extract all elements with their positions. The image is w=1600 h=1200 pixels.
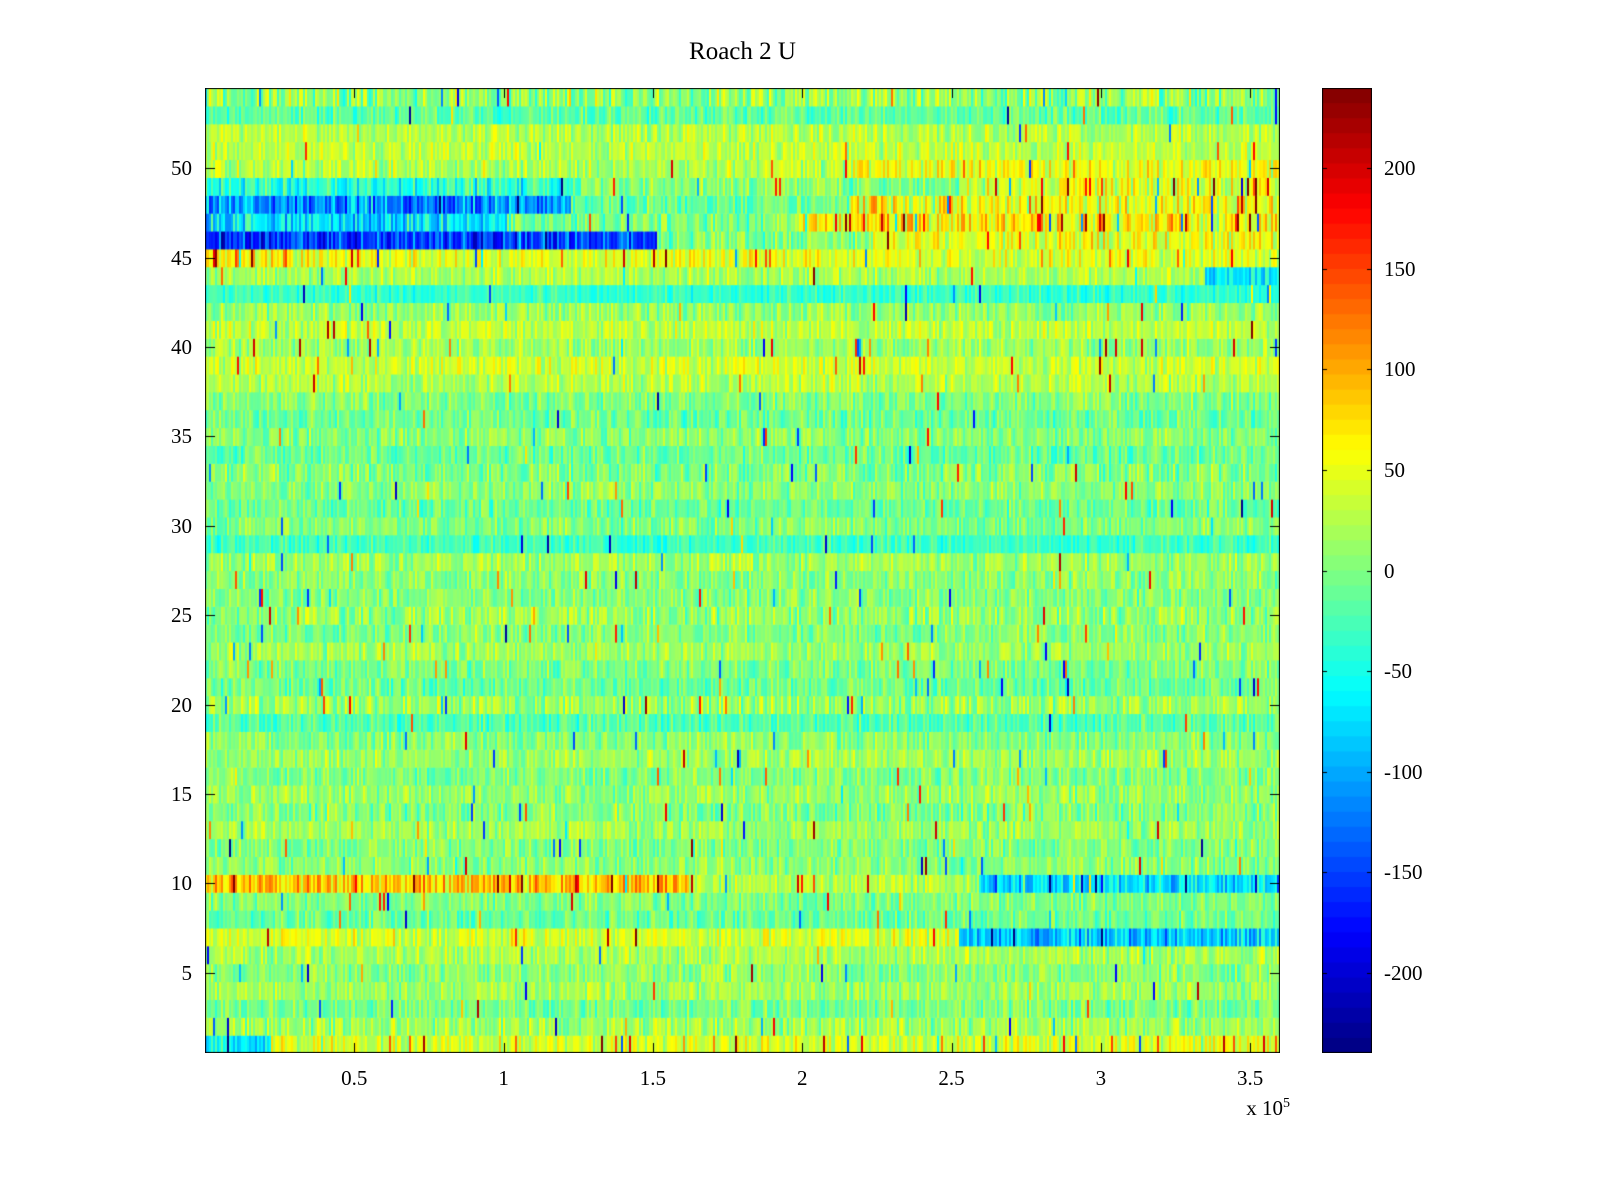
y-tick-label: 35: [171, 424, 192, 449]
x-tick-label: 3.5: [1237, 1066, 1264, 1090]
x-tick-label: 1.5: [639, 1066, 667, 1090]
y-tick-label: 50: [171, 156, 192, 181]
colorbar-tick-label: 200: [1384, 156, 1416, 181]
y-tick-label: 20: [171, 692, 192, 717]
y-tick-label: 15: [171, 781, 192, 806]
x-scale-prefix: x 10: [1246, 1096, 1283, 1120]
chart-title: Roach 2 U: [689, 38, 796, 65]
colorbar-tick-label: -200: [1384, 960, 1423, 985]
colorbar: [1322, 88, 1372, 1053]
colorbar-tick-label: -100: [1384, 759, 1423, 784]
y-tick-label: 10: [171, 871, 192, 896]
y-tick-label: 40: [171, 335, 192, 360]
y-tick-label: 5: [181, 960, 193, 985]
x-tick-label: 0.5: [341, 1066, 368, 1090]
colorbar-tick-label: -50: [1384, 659, 1412, 684]
colorbar-tick-label: 50: [1384, 457, 1405, 482]
x-tick-label: 2.5: [938, 1066, 965, 1090]
colorbar-tick-label: 0: [1384, 558, 1395, 583]
x-scale-exponent: 5: [1283, 1096, 1290, 1111]
y-tick-label: 45: [171, 245, 192, 270]
heatmap-canvas: [205, 88, 1280, 1053]
colorbar-canvas: [1322, 88, 1372, 1053]
colorbar-tick-label: 100: [1384, 357, 1416, 382]
y-tick-label: 25: [171, 603, 192, 628]
colorbar-tick-label: 150: [1384, 256, 1416, 281]
colorbar-tick-label: -150: [1384, 860, 1423, 885]
y-tick-label: 30: [171, 513, 192, 538]
heatmap-plot: [205, 88, 1280, 1053]
x-axis-scale-label: x 105: [1150, 1096, 1290, 1121]
x-tick-label: 2: [796, 1066, 808, 1090]
x-tick-label: 1: [498, 1066, 509, 1090]
x-tick-label: 3: [1095, 1066, 1107, 1090]
